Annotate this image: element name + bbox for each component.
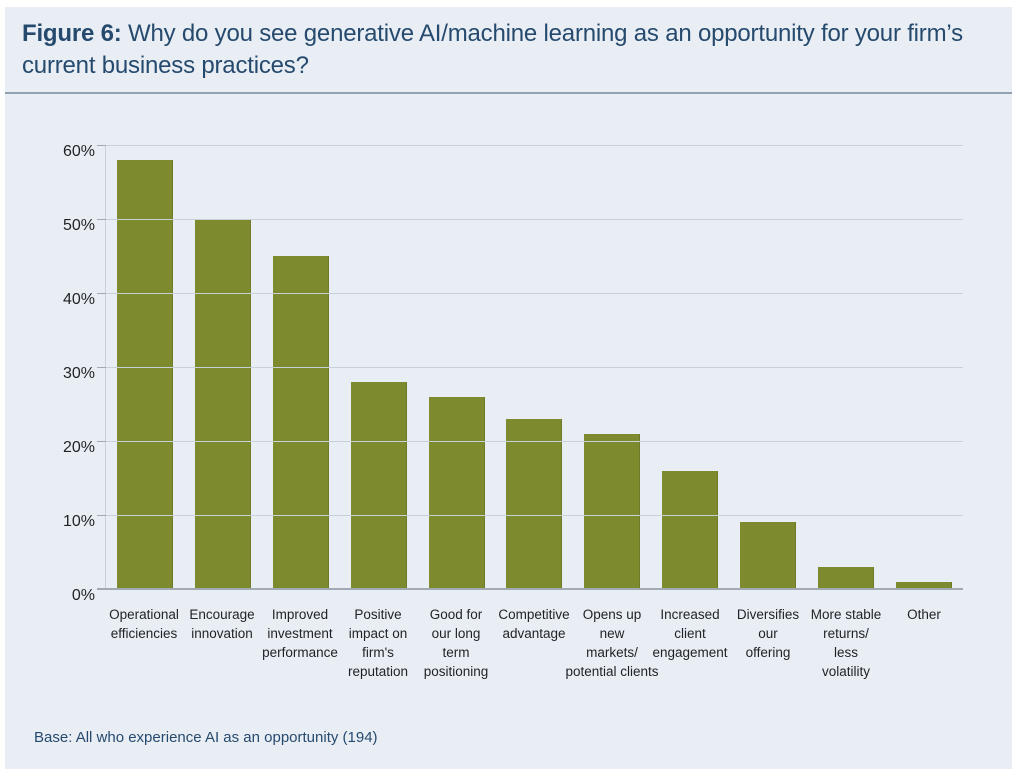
x-tick-label: More stable returns/less volatility <box>810 607 882 679</box>
x-tick-label: Good for our long term positioning <box>423 607 489 679</box>
gridline <box>106 145 963 146</box>
bar-11 <box>896 581 953 589</box>
gridline <box>106 441 963 442</box>
base-note: Base: All who experience AI as an opport… <box>34 729 378 746</box>
y-tick-label: 20% <box>62 439 95 456</box>
gridline <box>106 367 963 368</box>
x-tick-label: Operational efficiencies <box>109 607 179 641</box>
figure-card: Figure 6: Why do you see generative AI/m… <box>5 7 1012 769</box>
bar-slot <box>807 145 885 589</box>
x-tick-label: Competitive advantage <box>498 607 570 641</box>
bar-slot <box>729 145 807 589</box>
x-tick-label: Encourage innovation <box>189 607 255 641</box>
figure-title: Figure 6: Why do you see generative AI/m… <box>22 18 1007 82</box>
x-tick-label: Increased client engagement <box>652 607 728 660</box>
bar-slot <box>573 145 651 589</box>
y-tick-label: 30% <box>62 365 95 382</box>
x-tick-label: Improved investment performance <box>262 607 338 660</box>
bar-slot <box>106 145 184 589</box>
y-tick-mark <box>97 293 106 294</box>
figure-title-text: Why do you see generative AI/machine lea… <box>22 20 963 79</box>
bar-5 <box>428 396 485 589</box>
bar-slot <box>496 145 574 589</box>
x-tick-label: Positive impact on firm's reputation <box>347 607 409 679</box>
x-axis-line <box>97 588 963 590</box>
plot-area <box>97 145 963 590</box>
y-tick-label: 0% <box>71 587 95 604</box>
bar-7 <box>584 433 641 589</box>
x-axis-labels: Operational efficiencies Encourage innovati… <box>105 605 963 705</box>
bar-3 <box>272 256 329 589</box>
x-tick-label: Diversifies our offering <box>736 607 800 660</box>
bar-8 <box>662 470 719 589</box>
y-tick-mark <box>97 145 106 146</box>
x-tick-label: Opens up new markets/potential clients <box>565 607 659 679</box>
bar-2 <box>194 219 251 589</box>
x-tick-label: Other <box>907 607 941 622</box>
bar-6 <box>506 418 563 589</box>
y-tick-label: 40% <box>62 291 95 308</box>
bar-slot <box>262 145 340 589</box>
y-tick-label: 50% <box>62 217 95 234</box>
y-tick-label: 60% <box>62 143 95 160</box>
bar-chart: 0% 10% 20% 30% 40% 50% 60% <box>63 143 963 604</box>
y-tick-label: 10% <box>62 513 95 530</box>
bar-1 <box>116 159 173 589</box>
y-tick-mark <box>97 367 106 368</box>
bar-4 <box>350 381 407 589</box>
title-divider <box>5 92 1012 94</box>
bar-10 <box>818 566 875 589</box>
bar-slot <box>340 145 418 589</box>
y-axis-labels: 0% 10% 20% 30% 40% 50% 60% <box>5 143 95 604</box>
gridline <box>106 293 963 294</box>
bar-slot <box>885 145 963 589</box>
gridline <box>106 515 963 516</box>
y-tick-mark <box>97 515 106 516</box>
bar-slot <box>184 145 262 589</box>
gridline <box>106 219 963 220</box>
figure-number-label: Figure 6: <box>22 20 122 47</box>
bar-slot <box>651 145 729 589</box>
bar-slot <box>418 145 496 589</box>
bar-9 <box>740 522 797 589</box>
y-tick-mark <box>97 441 106 442</box>
y-tick-mark <box>97 219 106 220</box>
bars-container <box>106 145 963 589</box>
